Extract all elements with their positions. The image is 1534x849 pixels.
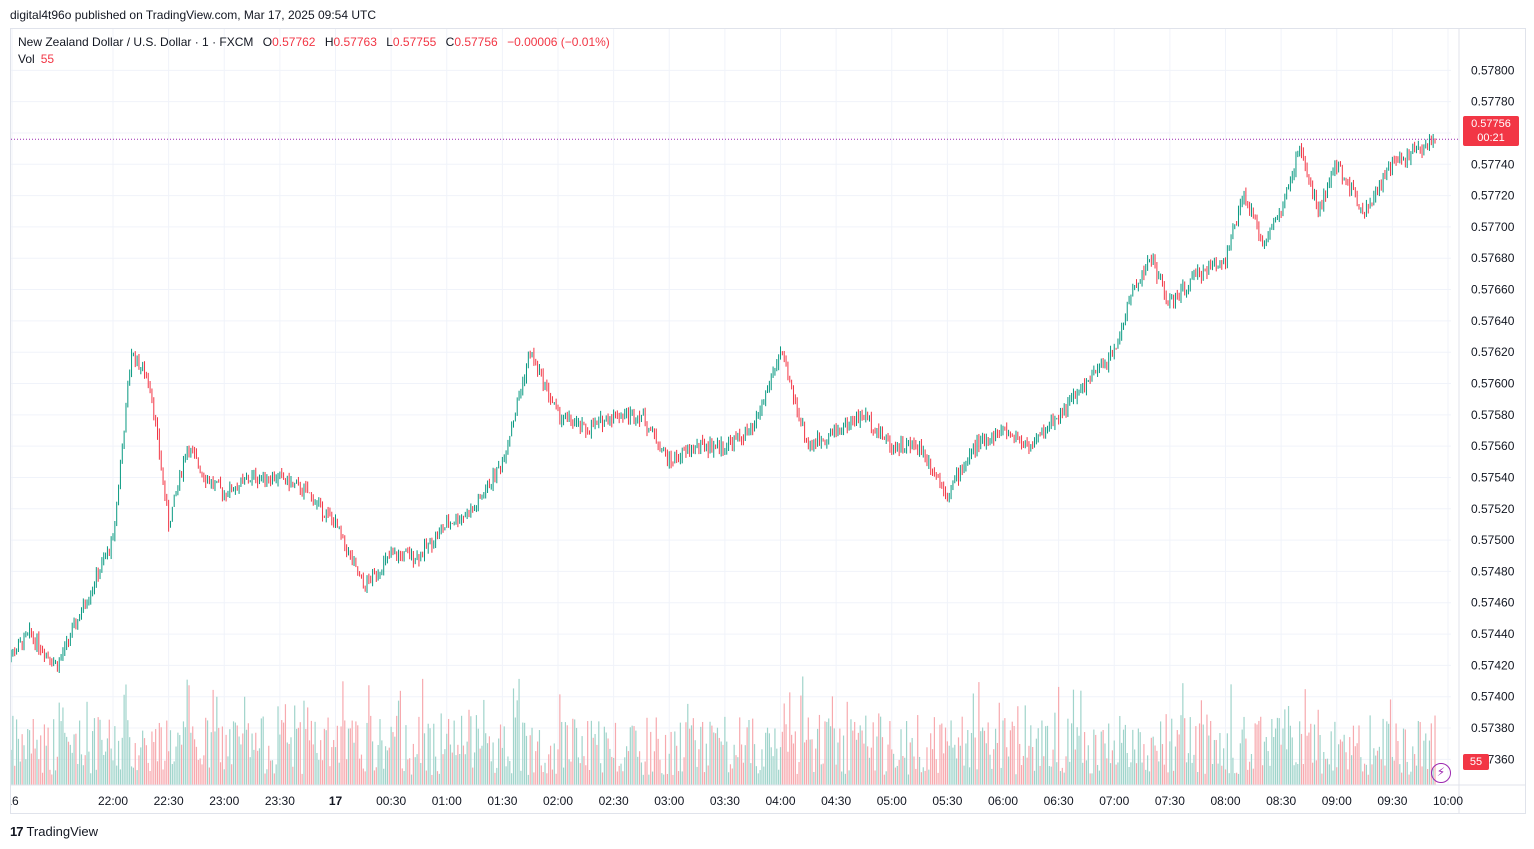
- x-tick-label: 16: [11, 794, 19, 808]
- candlestick-chart[interactable]: 0.578000.577800.577600.577400.577200.577…: [11, 29, 1525, 813]
- symbol-title[interactable]: New Zealand Dollar / U.S. Dollar · 1 · F…: [18, 35, 254, 49]
- x-tick-label: 08:00: [1210, 794, 1240, 808]
- close-value: 0.57756: [454, 35, 498, 49]
- y-tick-label: 0.57540: [1471, 470, 1515, 484]
- open-value: 0.57762: [272, 35, 316, 49]
- y-tick-label: 0.57700: [1471, 220, 1515, 234]
- x-tick-label: 00:30: [376, 794, 406, 808]
- y-tick-label: 0.57740: [1471, 157, 1515, 171]
- grid: [11, 29, 1451, 785]
- x-tick-label: 02:30: [599, 794, 629, 808]
- open-label: O: [262, 35, 273, 49]
- y-tick-label: 0.57400: [1471, 690, 1515, 704]
- bar-countdown: 00:21: [1477, 132, 1505, 144]
- volume-label[interactable]: Vol: [18, 52, 35, 66]
- x-tick-label: 05:30: [932, 794, 962, 808]
- x-tick-label: 03:00: [654, 794, 684, 808]
- x-tick-label: 02:00: [543, 794, 573, 808]
- last-volume-tag: 55: [1463, 754, 1489, 770]
- y-tick-label: 0.57520: [1471, 502, 1515, 516]
- y-tick-label: 0.57720: [1471, 189, 1515, 203]
- brand-name: TradingView: [26, 824, 99, 839]
- high-value: 0.57763: [333, 35, 377, 49]
- x-tick-label: 09:30: [1377, 794, 1407, 808]
- x-tick-label: 07:00: [1099, 794, 1129, 808]
- y-tick-label: 0.57380: [1471, 721, 1515, 735]
- y-tick-label: 0.57680: [1471, 251, 1515, 265]
- x-tick-label: 04:00: [765, 794, 795, 808]
- time-axis: 16 22:00 22:30 23:00 23:30 17 00:30 01:00 01:30 0…: [11, 784, 1525, 808]
- x-tick-label: 03:30: [710, 794, 740, 808]
- low-value: 0.57755: [392, 35, 437, 49]
- close-label: C: [445, 35, 455, 49]
- last-price-value: 0.57756: [1471, 118, 1511, 130]
- x-tick-label: 06:00: [988, 794, 1018, 808]
- y-tick-label: 0.57480: [1471, 564, 1515, 578]
- high-label: H: [324, 35, 334, 49]
- volume-bars: [11, 676, 1436, 785]
- tradingview-logo-icon: 17: [10, 824, 24, 839]
- y-tick-label: 0.57660: [1471, 283, 1515, 297]
- y-tick-label: 0.57420: [1471, 658, 1515, 672]
- y-tick-label: 0.57580: [1471, 408, 1515, 422]
- y-tick-label: 0.57800: [1471, 63, 1515, 77]
- candles: [11, 133, 1436, 673]
- x-tick-label: 07:30: [1155, 794, 1185, 808]
- x-tick-label: 04:30: [821, 794, 851, 808]
- chart-frame[interactable]: 0.578000.577800.577600.577400.577200.577…: [10, 28, 1526, 814]
- volume-legend: Vol 55: [18, 52, 54, 66]
- change-value: −0.00006 (−0.01%): [507, 35, 610, 49]
- x-tick-label: 23:00: [209, 794, 239, 808]
- y-tick-label: 0.57500: [1471, 533, 1515, 547]
- x-tick-label: 22:30: [154, 794, 184, 808]
- x-tick-label: 08:30: [1266, 794, 1296, 808]
- y-tick-label: 0.57560: [1471, 439, 1515, 453]
- publish-line: digital4t96o published on TradingView.co…: [10, 8, 377, 22]
- volume-value: 55: [40, 52, 55, 66]
- price-axis: 0.578000.577800.577600.577400.577200.577…: [1458, 29, 1515, 813]
- y-tick-label: 0.57440: [1471, 627, 1515, 641]
- tradingview-brand[interactable]: 17 TradingView: [10, 824, 98, 839]
- x-tick-label: 10:00: [1433, 794, 1463, 808]
- x-tick-label: 05:00: [877, 794, 907, 808]
- x-tick-label: 01:00: [432, 794, 462, 808]
- x-tick-label: 22:00: [98, 794, 128, 808]
- x-tick-label: 09:00: [1322, 794, 1352, 808]
- y-tick-label: 0.57460: [1471, 596, 1515, 610]
- ohlc-legend: New Zealand Dollar / U.S. Dollar · 1 · F…: [18, 35, 610, 49]
- x-tick-label: 23:30: [265, 794, 295, 808]
- x-tick-label: 17: [329, 794, 343, 808]
- last-price-tag: 0.57756 00:21: [1463, 116, 1519, 146]
- y-tick-label: 0.57640: [1471, 314, 1515, 328]
- y-tick-label: 0.57780: [1471, 95, 1515, 109]
- x-tick-label: 06:30: [1044, 794, 1074, 808]
- y-tick-label: 0.57620: [1471, 345, 1515, 359]
- y-tick-label: 0.57600: [1471, 377, 1515, 391]
- lightning-icon[interactable]: ⚡: [1431, 763, 1451, 783]
- low-label: L: [386, 35, 393, 49]
- x-tick-label: 01:30: [487, 794, 517, 808]
